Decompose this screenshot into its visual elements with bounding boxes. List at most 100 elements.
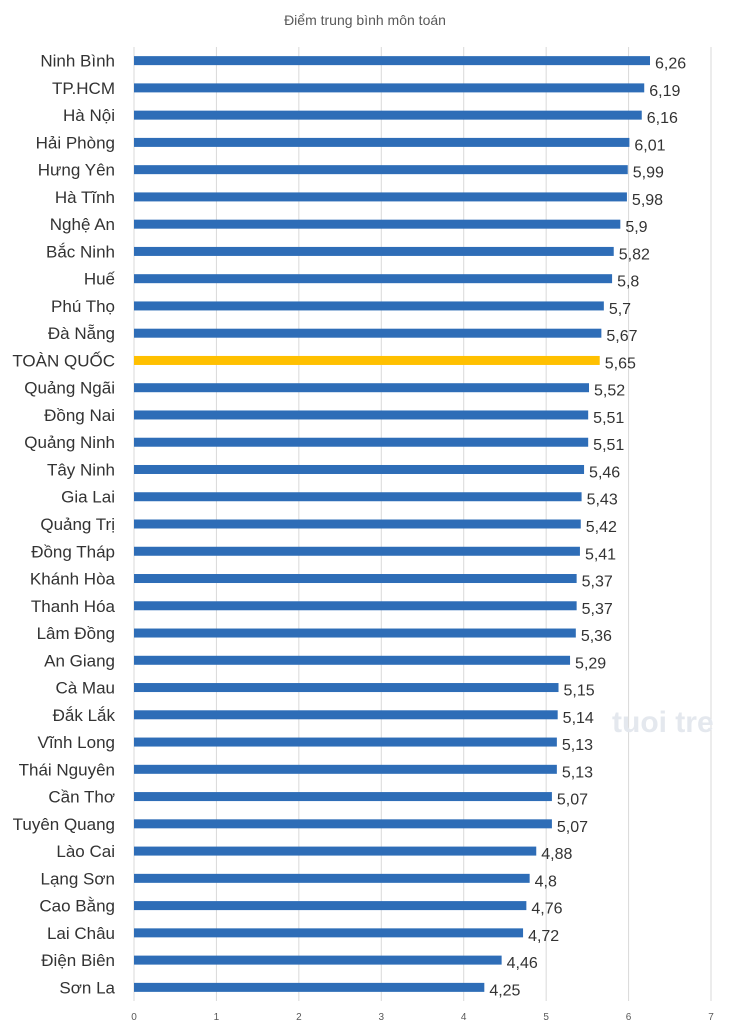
category-label: TOÀN QUỐC xyxy=(12,350,115,370)
bar xyxy=(134,982,485,992)
data-label: 6,01 xyxy=(634,137,665,154)
x-tick-label: 0 xyxy=(131,1012,137,1023)
bar xyxy=(134,137,630,147)
category-label: Lâm Đồng xyxy=(37,624,115,643)
data-label: 5,29 xyxy=(575,655,606,672)
data-label: 5,15 xyxy=(564,683,595,700)
category-label: Đắk Lắk xyxy=(53,706,116,725)
bar xyxy=(134,274,613,284)
data-label: 4,76 xyxy=(531,901,562,918)
category-label: Lào Cai xyxy=(56,842,115,861)
category-label: Thái Nguyên xyxy=(19,760,115,779)
category-label: Cần Thơ xyxy=(48,788,115,807)
category-label: Cà Mau xyxy=(55,679,115,698)
data-label: 6,16 xyxy=(647,110,678,127)
bar xyxy=(134,383,590,393)
data-label: 5,14 xyxy=(563,710,594,727)
x-tick-label: 7 xyxy=(708,1012,714,1023)
data-label: 5,07 xyxy=(557,792,588,809)
bar xyxy=(134,110,642,120)
data-label: 5,07 xyxy=(557,819,588,836)
data-label: 5,43 xyxy=(587,492,618,509)
data-label: 5,13 xyxy=(562,764,593,781)
bar xyxy=(134,901,527,911)
category-label: Phú Thọ xyxy=(51,297,115,316)
data-label: 5,37 xyxy=(582,574,613,591)
data-label: 5,36 xyxy=(581,628,612,645)
category-label: An Giang xyxy=(44,651,115,670)
bar xyxy=(134,601,577,611)
data-label: 5,51 xyxy=(593,410,624,427)
data-label: 5,52 xyxy=(594,383,625,400)
category-label: Khánh Hòa xyxy=(30,570,116,589)
data-label: 5,82 xyxy=(619,246,650,263)
category-label: Quảng Trị xyxy=(40,515,115,534)
bar xyxy=(134,628,576,638)
category-label: Sơn La xyxy=(59,978,115,997)
category-label: Cao Bằng xyxy=(39,897,115,916)
data-label: 5,99 xyxy=(633,165,664,182)
bar xyxy=(134,574,577,584)
bar xyxy=(134,464,585,474)
chart-title: Điểm trung bình môn toán xyxy=(284,12,446,28)
category-label: Vĩnh Long xyxy=(37,733,115,752)
bar xyxy=(134,546,580,556)
bar xyxy=(134,83,645,93)
category-label: Ninh Bình xyxy=(40,52,115,71)
data-label: 5,42 xyxy=(586,519,617,536)
bar xyxy=(134,955,502,965)
data-label: 5,98 xyxy=(632,192,663,209)
category-label: Tây Ninh xyxy=(47,460,115,479)
category-label: Bắc Ninh xyxy=(46,242,115,261)
bar xyxy=(134,328,602,338)
data-label: 5,41 xyxy=(585,546,616,563)
x-tick-label: 6 xyxy=(626,1012,632,1023)
category-label: Hà Nội xyxy=(63,106,115,125)
data-label: 5,8 xyxy=(617,274,639,291)
category-label: Điện Biên xyxy=(41,951,115,970)
bar xyxy=(134,165,628,175)
x-tick-label: 1 xyxy=(214,1012,220,1023)
category-label: Nghệ An xyxy=(50,215,115,234)
bar xyxy=(134,655,571,665)
category-label: Hải Phòng xyxy=(36,133,115,152)
bar xyxy=(134,764,557,774)
data-label: 4,8 xyxy=(535,873,557,890)
watermark-logo: tuoi tre xyxy=(612,706,714,739)
bar xyxy=(134,683,559,693)
bar xyxy=(134,873,530,883)
category-label: Đồng Nai xyxy=(44,406,115,425)
data-label: 4,46 xyxy=(507,955,538,972)
data-label: 5,7 xyxy=(609,301,631,318)
bar xyxy=(134,792,552,802)
data-label: 5,13 xyxy=(562,737,593,754)
bar xyxy=(134,355,600,365)
data-label: 5,46 xyxy=(589,464,620,481)
category-label: Thanh Hóa xyxy=(31,597,116,616)
category-label: Hưng Yên xyxy=(38,161,115,180)
category-label: Lạng Sơn xyxy=(41,869,115,888)
bar xyxy=(134,437,589,447)
category-label: TP.HCM xyxy=(52,79,115,98)
bar xyxy=(134,192,627,202)
bar xyxy=(134,737,557,747)
category-label: Đồng Tháp xyxy=(31,542,115,561)
bar xyxy=(134,846,537,856)
bar xyxy=(134,56,651,66)
bar xyxy=(134,246,614,256)
category-label: Tuyên Quang xyxy=(13,815,115,834)
x-tick-label: 2 xyxy=(296,1012,302,1023)
data-label: 4,72 xyxy=(528,928,559,945)
category-label: Quảng Ninh xyxy=(24,433,115,452)
bar xyxy=(134,219,621,229)
bar xyxy=(134,410,589,420)
bar xyxy=(134,928,524,938)
data-label: 4,88 xyxy=(541,846,572,863)
data-label: 5,65 xyxy=(605,355,636,372)
category-label: Quảng Ngãi xyxy=(24,379,115,398)
category-label: Hà Tĩnh xyxy=(55,188,115,207)
data-label: 5,37 xyxy=(582,601,613,618)
bar xyxy=(134,819,552,829)
data-label: 6,26 xyxy=(655,56,686,73)
